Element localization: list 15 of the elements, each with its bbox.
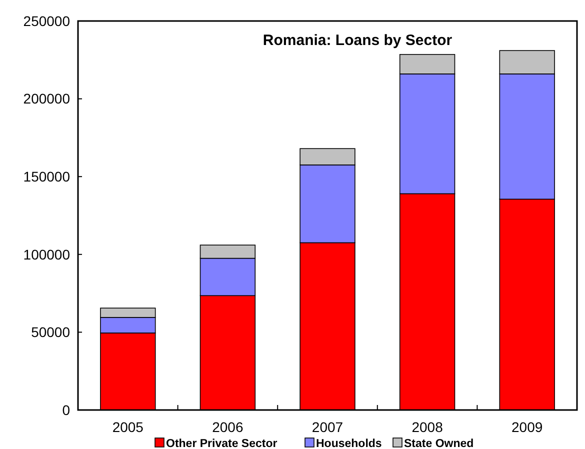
x-tick-label: 2008 xyxy=(412,419,444,435)
legend-label: State Owned xyxy=(404,438,474,449)
x-tick-label: 2006 xyxy=(212,419,244,435)
y-tick-label: 200000 xyxy=(23,90,70,107)
x-tick-label: 2005 xyxy=(112,419,144,435)
y-tick-label: 100000 xyxy=(23,246,70,262)
y-tick-label: 150000 xyxy=(23,168,70,184)
y-tick-label: 0 xyxy=(62,402,70,418)
legend-label: Other Private Sector xyxy=(166,438,278,449)
y-tick-label: 50000 xyxy=(31,324,70,340)
legend-label: Households xyxy=(316,438,382,449)
x-tick-label: 2007 xyxy=(312,419,344,435)
x-tick-label: 2009 xyxy=(512,419,543,435)
y-tick-label: 250000 xyxy=(23,12,70,29)
text: Romania: Loans by Sector xyxy=(262,32,452,49)
